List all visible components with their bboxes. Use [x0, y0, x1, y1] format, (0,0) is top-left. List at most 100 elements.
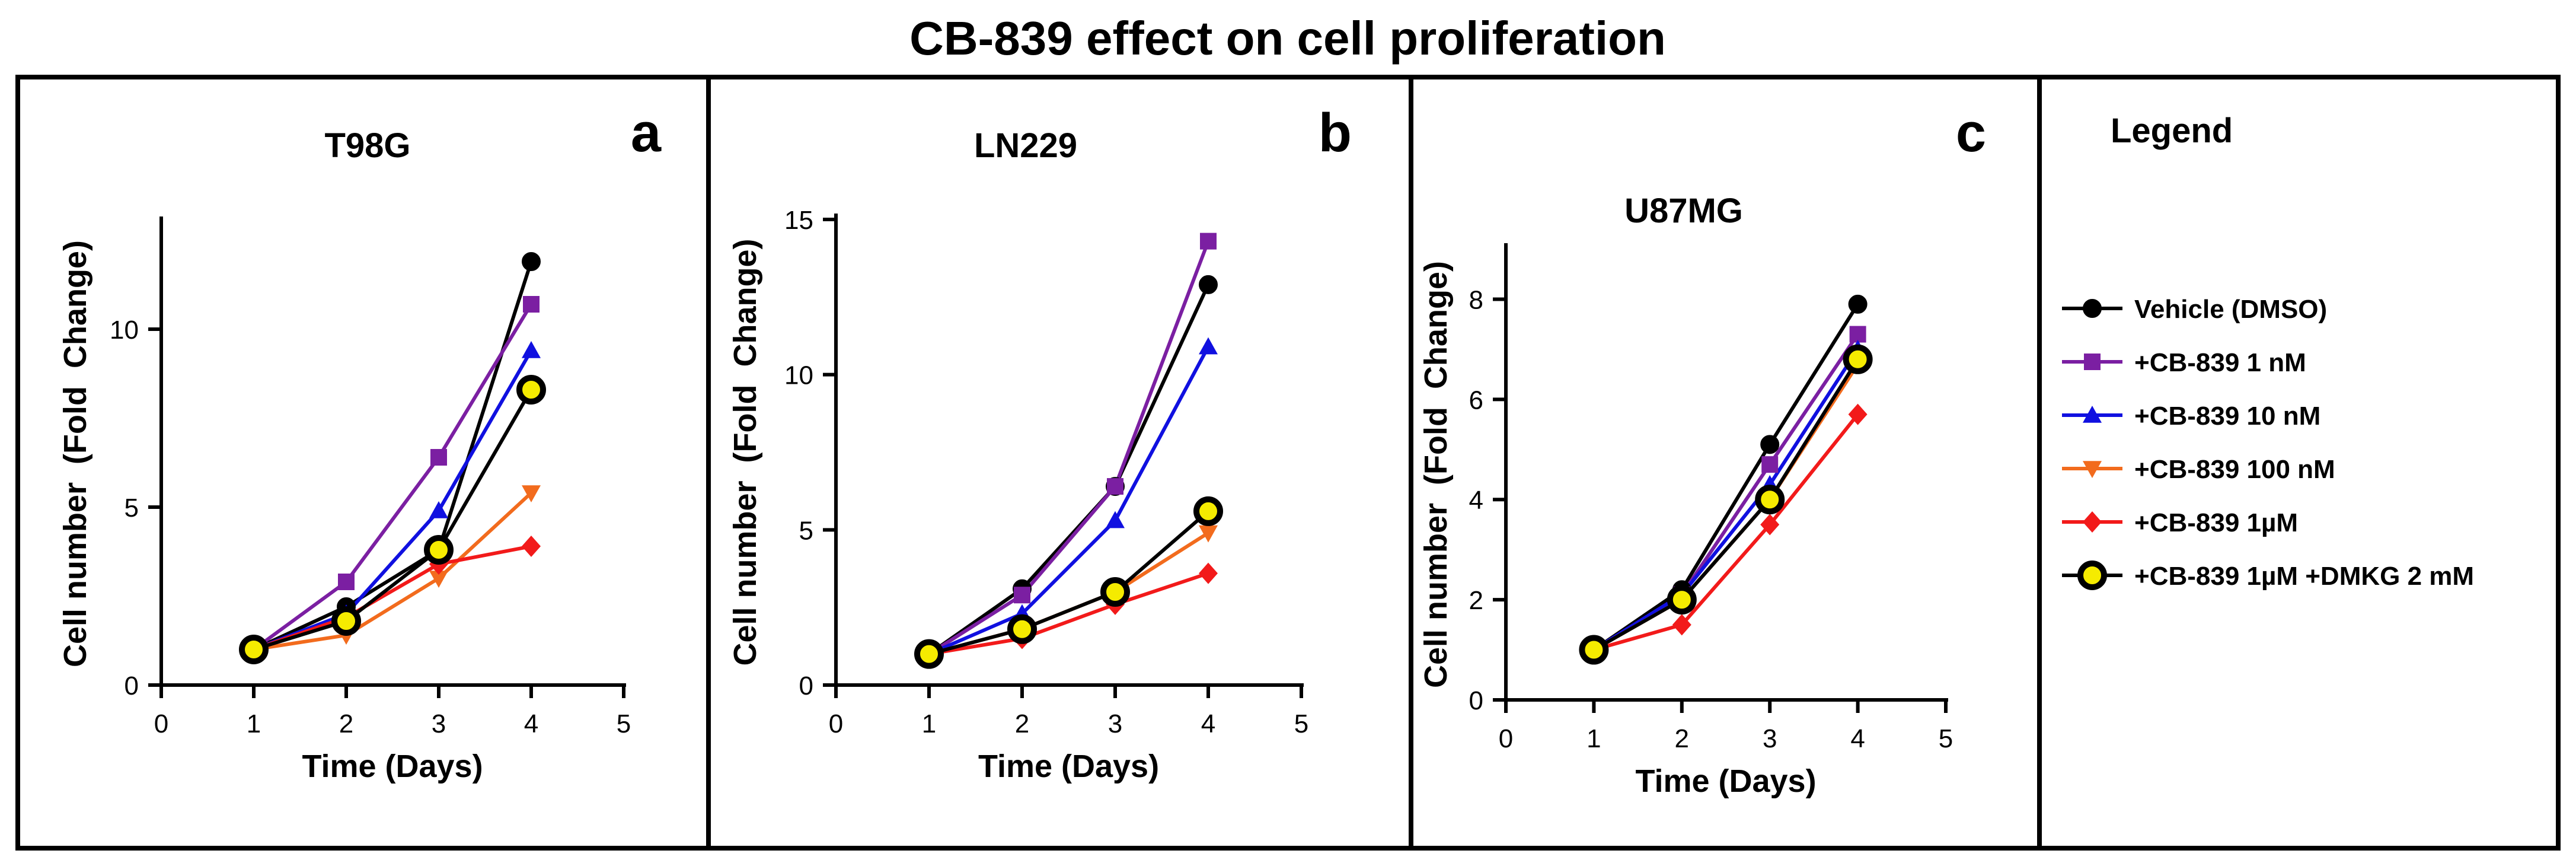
y-tick-label: 8: [1469, 285, 1483, 314]
x-tick-label: 4: [524, 709, 538, 738]
data-point-vehicle-dmso: [1760, 435, 1780, 454]
data-point-cb-839-1-m-dmkg-2-mm: [1843, 344, 1873, 374]
x-tick-label: 3: [1763, 724, 1777, 753]
data-point-cb-839-1-m: [1848, 403, 1868, 425]
data-point-cb-839-1-m-dmkg-2-mm: [1007, 614, 1037, 644]
y-tick-label: 0: [799, 671, 813, 700]
data-point-cb-839-1-nm: [1200, 233, 1217, 250]
data-point-cb-839-1-m-dmkg-2-mm: [1193, 496, 1223, 526]
panel-letter: b: [1319, 103, 1352, 163]
x-tick-label: 2: [1015, 709, 1029, 738]
y-tick-label: 5: [799, 516, 813, 545]
panel-title: U87MG: [1624, 192, 1743, 230]
data-point-cb-839-1-nm: [1014, 587, 1030, 604]
data-point-cb-839-1-nm: [430, 449, 447, 466]
series-group: [239, 252, 546, 664]
series-line-cb-839-10-nm: [928, 346, 1210, 656]
data-point-cb-839-1-m-dmkg-2-mm: [331, 606, 361, 636]
legend-item-vehicle-dmso: Vehicle (DMSO): [2062, 295, 2327, 324]
legend-label: +CB-839 10 nM: [2134, 402, 2320, 431]
data-point-vehicle-dmso: [1848, 294, 1868, 314]
y-tick-label: 15: [784, 206, 813, 235]
x-axis-label: Time (Days): [1635, 763, 1816, 799]
legend-label: Vehicle (DMSO): [2134, 295, 2327, 324]
chart-panel-a: T98G a 0 1 2 3 4 5 0 5 10 Time (Days) Cell number (F…: [58, 103, 662, 784]
data-point-cb-839-1-nm: [523, 296, 540, 313]
panel-frames: [15, 75, 2561, 851]
data-point-cb-839-10-nm: [522, 341, 541, 358]
data-point-vehicle-dmso: [522, 252, 541, 271]
data-point-cb-839-10-nm: [1199, 337, 1218, 355]
data-point-cb-839-100-nm: [522, 485, 541, 502]
data-point-cb-839-1-nm: [1107, 478, 1123, 495]
x-axis-label: Time (Days): [978, 749, 1159, 784]
legend-item-cb-839-1-nm: +CB-839 1 nM: [2062, 348, 2306, 377]
x-tick-label: 4: [1201, 709, 1215, 738]
y-axis-label: Cell number (Fold Change): [58, 240, 93, 667]
series-line-cb-839-1-m: [928, 571, 1209, 656]
data-point-cb-839-1-m-dmkg-2-mm: [1100, 577, 1130, 607]
legend-marker-vehicle-dmso: [2083, 299, 2102, 318]
x-tick-label: 0: [1499, 724, 1513, 753]
series-line-vehicle-dmso: [1592, 303, 1860, 652]
y-tick-label: 0: [1469, 686, 1483, 715]
x-tick-label: 1: [1587, 724, 1601, 753]
series-line-cb-839-1-m: [1593, 413, 1859, 652]
x-tick-label: 5: [617, 709, 631, 738]
legend-marker-cb-839-100-nm: [2083, 461, 2102, 478]
data-point-cb-839-1-m: [1672, 614, 1691, 636]
chart-panel-c: U87MG c 0 1 2 3 4 5 0 2 4 6 8 Time (Days) Cell number …: [1418, 103, 1986, 799]
series-line-cb-839-1-nm: [253, 303, 533, 651]
legend-label: +CB-839 1 nM: [2134, 348, 2306, 377]
panel-letter: a: [631, 103, 662, 163]
series-line-cb-839-1-nm: [1592, 333, 1860, 652]
legend-item-cb-839-10-nm: +CB-839 10 nM: [2062, 402, 2320, 431]
legend-label: +CB-839 1µM: [2134, 508, 2298, 537]
y-tick-label: 10: [110, 316, 139, 345]
data-point-cb-839-1-nm: [1849, 326, 1866, 343]
x-tick-label: 3: [432, 709, 446, 738]
data-point-vehicle-dmso: [1199, 275, 1218, 294]
legend-marker-cb-839-10-nm: [2083, 406, 2102, 423]
x-tick-label: 4: [1850, 724, 1865, 753]
data-point-cb-839-1-m-dmkg-2-mm: [516, 375, 546, 405]
y-tick-label: 0: [125, 671, 139, 700]
y-tick-label: 2: [1469, 586, 1483, 615]
legend-marker-cb-839-1-nm: [2084, 354, 2101, 370]
data-point-cb-839-10-nm: [1106, 511, 1125, 528]
data-point-cb-839-100-nm: [429, 571, 448, 588]
y-tick-label: 5: [125, 493, 139, 523]
series-line-vehicle-dmso: [253, 261, 533, 651]
series-line-cb-839-1-nm: [928, 240, 1210, 656]
x-tick-label: 2: [1675, 724, 1689, 753]
x-tick-label: 0: [829, 709, 843, 738]
x-tick-label: 5: [1294, 709, 1308, 738]
series-group: [914, 233, 1223, 669]
y-tick-label: 6: [1469, 386, 1483, 415]
legend-item-cb-839-1-m-dmkg-2-mm: +CB-839 1µM +DMKG 2 mM: [2062, 561, 2474, 591]
legend-label: +CB-839 1µM +DMKG 2 mM: [2134, 562, 2474, 591]
y-tick-label: 10: [784, 361, 813, 390]
x-axis-label: Time (Days): [302, 749, 483, 784]
x-tick-label: 3: [1108, 709, 1122, 738]
x-tick-label: 0: [154, 709, 168, 738]
series-line-vehicle-dmso: [928, 284, 1210, 656]
series-line-cb-839-1-m-dmkg-2-mm: [1592, 358, 1860, 652]
data-point-cb-839-1-m-dmkg-2-mm: [1579, 635, 1609, 665]
legend-label: +CB-839 100 nM: [2134, 455, 2335, 484]
figure-title: CB-839 effect on cell proliferation: [909, 12, 1666, 65]
series-group: [1579, 294, 1873, 665]
data-point-cb-839-100-nm: [1199, 525, 1218, 543]
data-point-cb-839-1-m: [1199, 562, 1218, 584]
data-point-cb-839-1-m-dmkg-2-mm: [914, 639, 944, 669]
x-tick-label: 1: [922, 709, 936, 738]
data-point-cb-839-1-m-dmkg-2-mm: [239, 635, 269, 664]
data-point-cb-839-1-m-dmkg-2-mm: [424, 535, 454, 565]
data-point-cb-839-1-m: [1760, 514, 1780, 536]
chart-panel-b: LN229 b 0 1 2 3 4 5 0 5 10 15 Time (Days) Cell number…: [727, 103, 1352, 784]
data-point-cb-839-10-nm: [429, 501, 448, 518]
series-line-cb-839-10-nm: [1592, 348, 1860, 652]
panel-letter: c: [1956, 103, 1986, 163]
x-tick-label: 1: [247, 709, 261, 738]
